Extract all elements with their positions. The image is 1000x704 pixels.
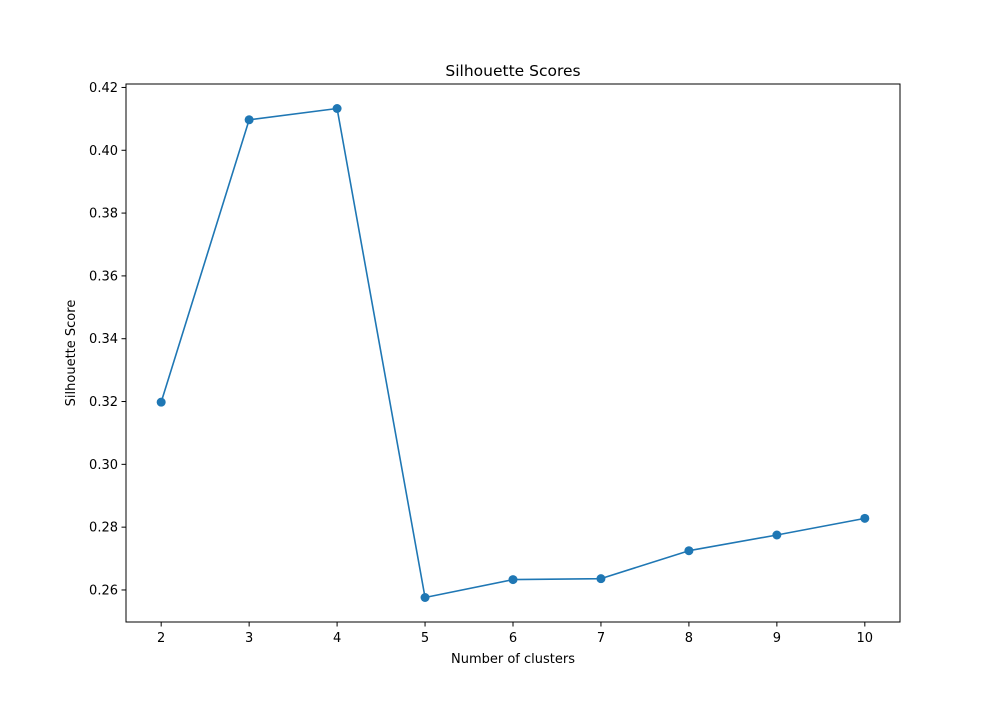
data-point <box>332 103 342 113</box>
y-tick-label: 0.28 <box>89 521 118 536</box>
x-tick-label: 8 <box>685 631 693 646</box>
x-tick-label: 7 <box>597 631 605 646</box>
data-point <box>244 115 254 125</box>
data-point <box>156 397 166 407</box>
data-point <box>420 593 430 603</box>
x-tick-label: 2 <box>157 631 165 646</box>
y-axis-label: Silhouette Score <box>64 300 79 407</box>
x-tick-label: 5 <box>421 631 429 646</box>
plot-frame <box>125 83 901 623</box>
y-tick-label: 0.36 <box>89 269 118 284</box>
data-point <box>508 575 518 585</box>
y-tick-label: 0.30 <box>89 458 118 473</box>
x-tick-label: 6 <box>509 631 517 646</box>
data-point <box>596 574 606 584</box>
series-layer <box>156 103 870 603</box>
tick-layer: 2 3 4 5 6 7 8 9 10 0.26 0.28 0.30 0.32 0.34 0.36 0.38 0.… <box>89 81 873 646</box>
y-tick-label: 0.42 <box>89 81 118 96</box>
data-point <box>860 513 870 523</box>
y-tick-label: 0.38 <box>89 207 118 222</box>
x-tick-label: 3 <box>245 631 253 646</box>
y-tick-label: 0.40 <box>89 144 118 159</box>
x-axis-label: Number of clusters <box>451 652 575 667</box>
data-point <box>772 530 782 540</box>
data-point <box>684 546 694 556</box>
chart-title: Silhouette Scores <box>445 62 580 80</box>
x-tick-label: 9 <box>773 631 781 646</box>
y-tick-label: 0.26 <box>89 583 118 598</box>
x-tick-label: 10 <box>857 631 874 646</box>
y-tick-label: 0.34 <box>89 332 118 347</box>
x-tick-label: 4 <box>333 631 341 646</box>
y-tick-label: 0.32 <box>89 395 118 410</box>
